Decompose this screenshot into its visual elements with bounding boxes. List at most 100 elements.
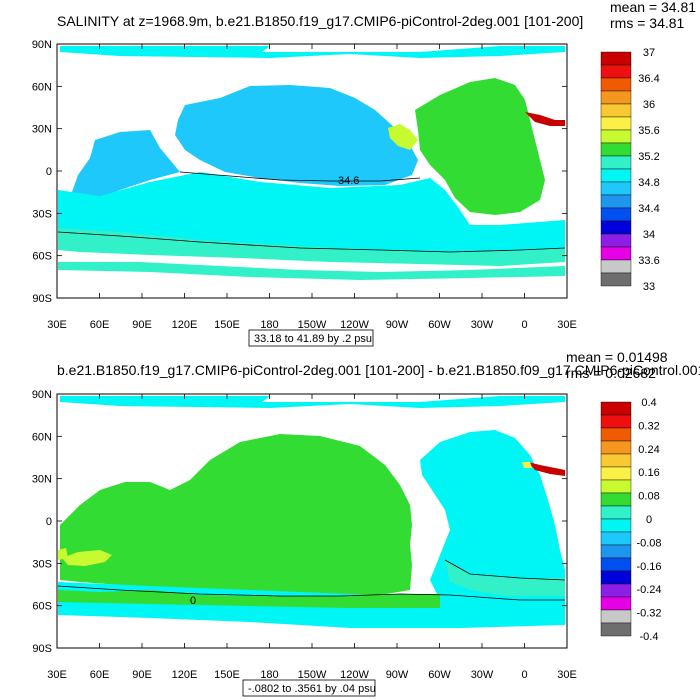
contour-line-south xyxy=(57,231,566,253)
colorbar-label: 0.32 xyxy=(638,420,659,432)
colorbar-swatch xyxy=(600,129,632,144)
colorbar-swatch xyxy=(600,207,632,222)
lon-label: 60W xyxy=(428,669,451,681)
longitude-labels: 30E 60E 90E 120E 150E 180 150W 120W 90W 60W 30W 0 30… xyxy=(47,669,577,681)
colorbar-swatch xyxy=(600,103,632,118)
colorbar-label: 0.08 xyxy=(638,491,659,503)
colorbar: 37 36.4 36 35.6 35.2 34.8 34.4 34 33.6 33 xyxy=(600,47,660,293)
contour-label: 0 xyxy=(190,595,196,607)
colorbar-label: -0.16 xyxy=(636,561,661,573)
mediterranean xyxy=(528,462,565,476)
panel-title: SALINITY at z=1968.9m, b.e21.B1850.f19_g… xyxy=(57,13,583,29)
colorbar-swatch xyxy=(600,479,632,494)
lon-label: 120E xyxy=(172,669,198,681)
colorbar-label: 36 xyxy=(643,99,655,111)
map-area: 34.6 xyxy=(56,43,568,299)
colorbar-label: 0 xyxy=(646,514,652,526)
latitude-labels: 90N 60N 30N 0 30S 60S 90S xyxy=(32,39,52,305)
arctic-ocean xyxy=(60,396,565,408)
lon-label: 150E xyxy=(214,669,240,681)
colorbar-label: 0.16 xyxy=(638,467,659,479)
pacific-ocean xyxy=(175,85,418,186)
colorbar-swatch xyxy=(600,622,632,637)
colorbar-swatch xyxy=(600,492,632,507)
mean-stat: mean = 0.01498 xyxy=(566,349,668,365)
colorbar-swatch xyxy=(600,414,632,429)
colorbar-swatch xyxy=(600,233,632,248)
colorbar-label: 33.6 xyxy=(638,255,659,267)
south-atlantic-patch xyxy=(445,560,565,596)
colorbar-swatch xyxy=(600,505,632,520)
colorbar-swatch xyxy=(600,466,632,481)
lat-label: 60N xyxy=(32,431,52,443)
lat-label: 90N xyxy=(32,39,52,51)
colorbar-swatch xyxy=(600,531,632,546)
colorbar-swatch xyxy=(600,77,632,92)
range-box xyxy=(248,329,374,347)
range-text: 33.18 to 41.89 by .2 psu xyxy=(254,333,372,345)
colorbar-swatch xyxy=(600,51,632,66)
colorbar-swatch xyxy=(600,609,632,624)
antarctic-margin xyxy=(58,262,565,280)
lat-label: 30N xyxy=(32,124,52,136)
contour-line xyxy=(57,585,565,601)
longitude-labels: 30E 60E 90E 120E 150E 180 150W 120W 90W 60W 30W 0 30… xyxy=(47,319,577,331)
lon-label: 0 xyxy=(521,319,527,331)
lon-label: 90W xyxy=(386,319,409,331)
colorbar-label: 0.4 xyxy=(641,397,656,409)
colorbar-label: 34.8 xyxy=(638,177,659,189)
colorbar-label: 35.2 xyxy=(638,151,659,163)
atlantic-ocean xyxy=(420,430,565,608)
difference-map-svg: b.e21.B1850.f19_g17.CMIP6-piControl-2deg… xyxy=(32,349,700,697)
range-box xyxy=(242,679,376,697)
lon-label: 0 xyxy=(521,669,527,681)
atlantic-ocean xyxy=(415,78,545,215)
contour-label: 34.6 xyxy=(338,175,359,187)
colorbar-swatch xyxy=(600,168,632,183)
indian-ocean xyxy=(72,130,180,205)
salinity-map-svg: SALINITY at z=1968.9m, b.e21.B1850.f19_g… xyxy=(32,0,696,347)
colorbar-swatch xyxy=(600,64,632,79)
colorbar-swatch xyxy=(600,259,632,274)
salinity-panel: SALINITY at z=1968.9m, b.e21.B1850.f19_g… xyxy=(32,0,696,347)
colorbar-swatch xyxy=(600,557,632,572)
lat-label: 90S xyxy=(32,643,52,655)
colorbar-swatch xyxy=(600,90,632,105)
colorbar-label: 34.4 xyxy=(638,203,659,215)
colorbar-label: -0.32 xyxy=(636,608,661,620)
lon-label: 60E xyxy=(90,319,110,331)
lat-label: 30S xyxy=(32,558,52,570)
lon-label: 30E xyxy=(47,669,67,681)
lon-label: 120E xyxy=(172,319,198,331)
colorbar-swatch xyxy=(600,583,632,598)
southern-green-band xyxy=(58,590,440,608)
lon-label: 30E xyxy=(557,669,577,681)
rms-stat: rms = 0.02682 xyxy=(566,365,656,381)
colorbar-label: 34 xyxy=(643,229,655,241)
lat-label: 30N xyxy=(32,474,52,486)
lon-label: 120W xyxy=(340,319,369,331)
lon-label: 180 xyxy=(260,669,278,681)
lon-label: 90E xyxy=(132,319,152,331)
lon-label: 90W xyxy=(386,669,409,681)
latitude-labels: 90N 60N 30N 0 30S 60S 90S xyxy=(32,389,52,655)
pacific-indian-ocean xyxy=(60,434,412,595)
axis-ticks xyxy=(56,393,568,649)
lon-label: 180 xyxy=(260,319,278,331)
mean-stat: mean = 34.81 xyxy=(610,0,696,15)
colorbar-label: 37 xyxy=(643,47,655,59)
lon-label: 120W xyxy=(340,669,369,681)
colorbar-swatch xyxy=(600,596,632,611)
lon-label: 150E xyxy=(214,319,240,331)
lon-label: 60E xyxy=(90,669,110,681)
colorbar-swatch xyxy=(600,155,632,170)
lon-label: 150W xyxy=(298,669,327,681)
colorbar-swatch xyxy=(600,518,632,533)
axis-ticks xyxy=(56,43,568,299)
colorbar-swatch xyxy=(600,181,632,196)
lat-label: 60S xyxy=(32,251,52,263)
lon-label: 150W xyxy=(298,319,327,331)
colorbar-label: -0.24 xyxy=(636,584,661,596)
colorbar-swatch xyxy=(600,116,632,131)
colorbar-swatch xyxy=(600,142,632,157)
